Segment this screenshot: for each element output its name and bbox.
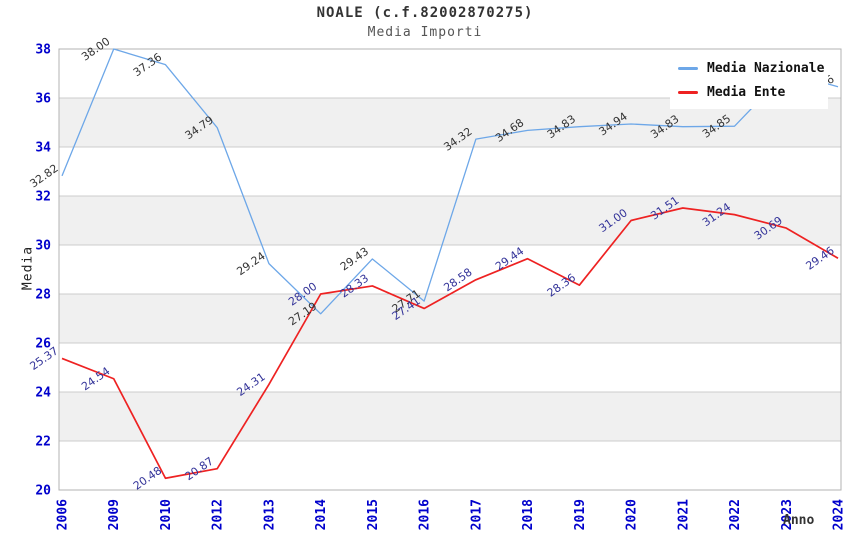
x-tick-label: 2012 [211, 499, 226, 530]
plot-band [59, 392, 841, 441]
y-tick-label: 20 [35, 484, 51, 499]
legend-label: Media Ente [707, 85, 786, 100]
legend-line-swatch [678, 67, 698, 70]
chart-subtitle: Media Importi [367, 25, 483, 40]
legend-item-media-ente: Media Ente [678, 85, 820, 100]
x-tick-label: 2006 [56, 499, 71, 530]
x-tick-label: 2021 [676, 499, 691, 530]
data-label: 29.24 [234, 249, 267, 278]
y-tick-label: 28 [35, 288, 51, 303]
legend: Media Nazionale Media Ente [670, 52, 828, 109]
series-line-media-nazionale [61, 48, 839, 315]
legend-line-swatch [678, 91, 698, 94]
x-tick-label: 2016 [418, 499, 433, 530]
y-tick-label: 26 [35, 337, 51, 352]
y-tick-label: 32 [35, 190, 51, 205]
x-tick-label: 2024 [832, 499, 847, 530]
plot-band [59, 294, 841, 343]
data-label: 32.82 [27, 162, 60, 191]
data-label: 37.36 [131, 50, 164, 79]
legend-item-media-nazionale: Media Nazionale [678, 61, 824, 76]
data-label: 29.43 [338, 245, 371, 274]
y-axis-title: Media [20, 245, 36, 291]
y-tick-label: 38 [35, 43, 51, 58]
data-label: 24.54 [79, 365, 112, 394]
data-label: 20.87 [183, 454, 216, 483]
data-label: 29.44 [493, 245, 526, 274]
x-tick-label: 2023 [780, 499, 795, 530]
x-tick-label: 2019 [573, 499, 588, 530]
x-tick-label: 2020 [625, 499, 640, 530]
legend-label: Media Nazionale [707, 61, 825, 76]
x-tick-label: 2014 [314, 499, 329, 530]
x-tick-label: 2010 [159, 499, 174, 530]
y-tick-label: 22 [35, 435, 51, 450]
x-tick-label: 2022 [728, 499, 743, 530]
y-tick-label: 30 [35, 239, 51, 254]
x-tick-label: 2017 [469, 499, 484, 530]
x-tick-label: 2015 [366, 499, 381, 530]
x-tick-label: 2009 [107, 499, 122, 530]
chart-title: NOALE (c.f.82002870275) [316, 5, 534, 21]
x-tick-label: 2013 [262, 499, 277, 530]
x-tick-label: 2018 [521, 499, 536, 530]
x-axis-title: Anno [783, 513, 815, 528]
plot-border [58, 48, 842, 491]
y-tick-label: 36 [35, 92, 51, 107]
y-tick-label: 24 [35, 386, 51, 401]
data-label: 20.48 [131, 464, 164, 493]
y-tick-label: 34 [35, 141, 51, 156]
series-line-media-ente [61, 207, 839, 480]
